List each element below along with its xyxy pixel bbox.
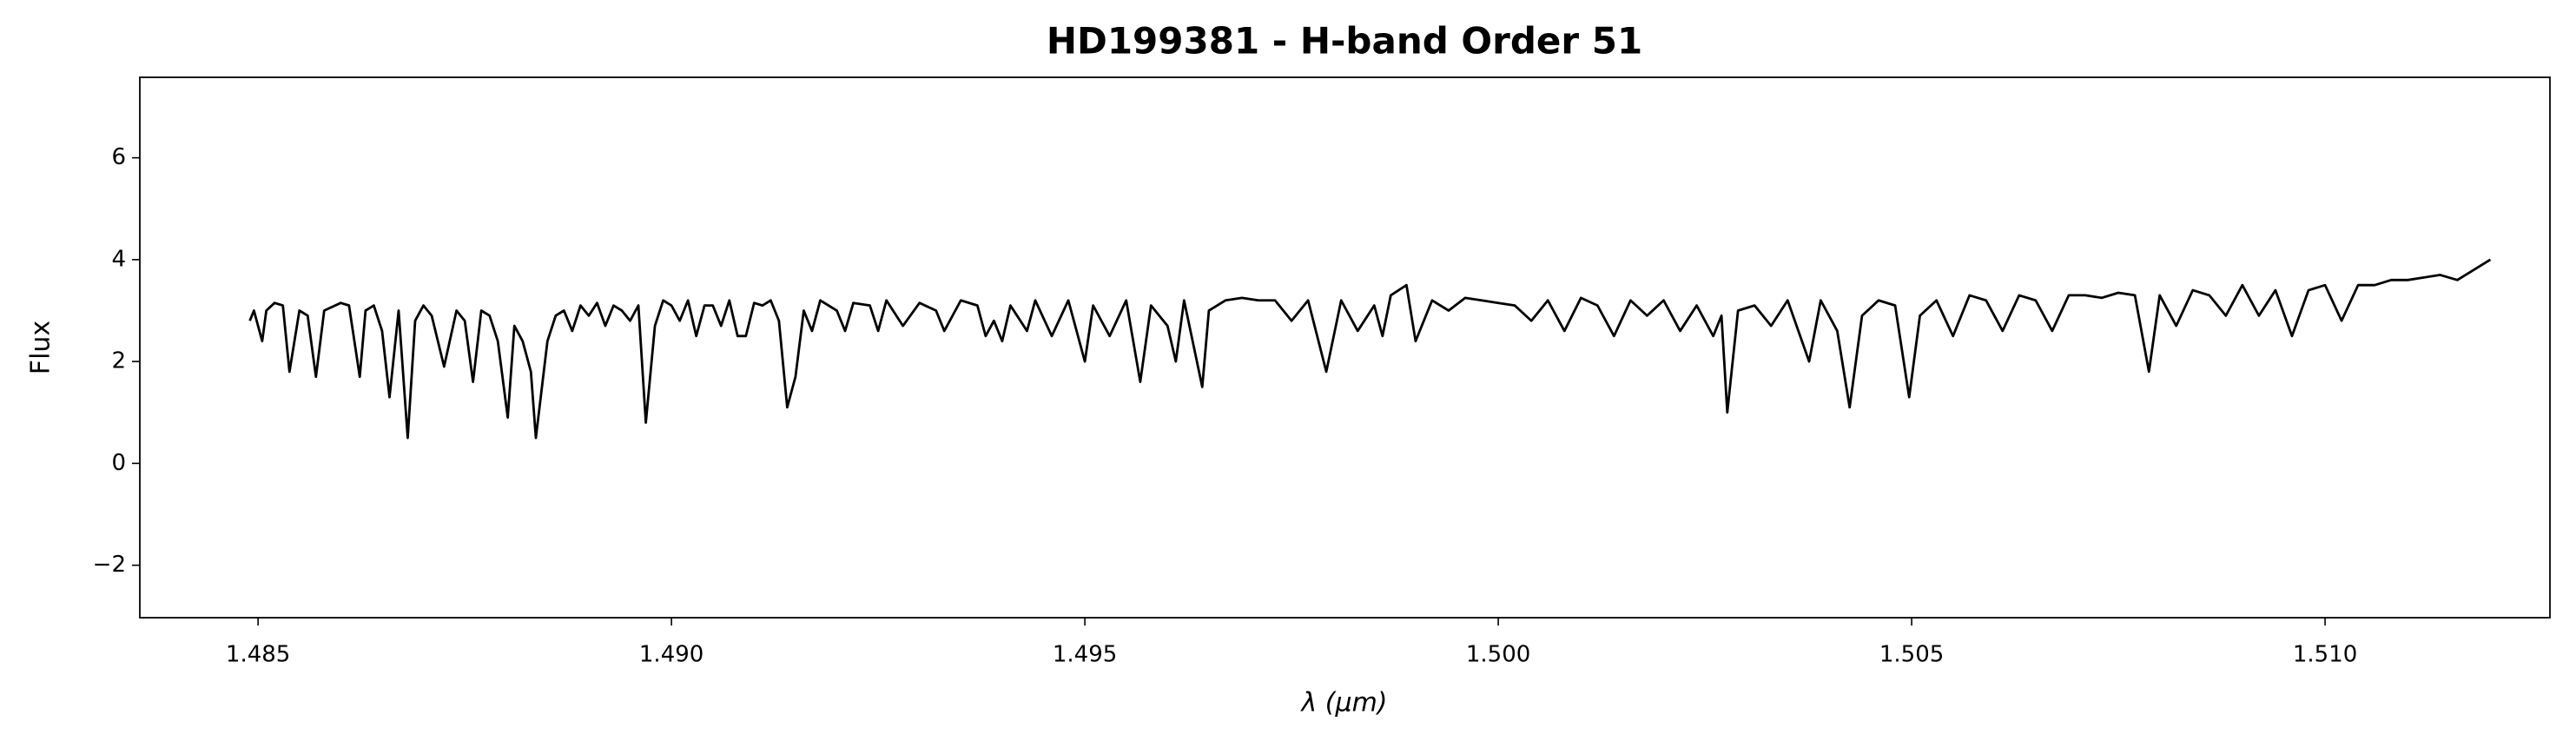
x-tick-label: 1.510	[2293, 642, 2357, 668]
y-tick-label: 6	[111, 144, 126, 170]
spectrum-line	[248, 258, 2492, 440]
y-axis-label: Flux	[26, 321, 56, 374]
x-tick-label: 1.485	[226, 642, 290, 668]
x-axis-label: λ (μm)	[1299, 688, 1387, 718]
y-tick-label: 2	[111, 348, 126, 374]
x-tick-label: 1.500	[1466, 642, 1530, 668]
x-tick-label: 1.490	[639, 642, 703, 668]
y-tick-label: 4	[111, 246, 126, 272]
plot-frame	[139, 76, 2551, 619]
y-tick-label: −2	[93, 552, 126, 578]
x-tick-label: 1.505	[1879, 642, 1944, 668]
x-tick-label: 1.495	[1053, 642, 1117, 668]
chart-title: HD199381 - H-band Order 51	[1047, 20, 1642, 63]
y-tick-label: 0	[111, 450, 126, 476]
